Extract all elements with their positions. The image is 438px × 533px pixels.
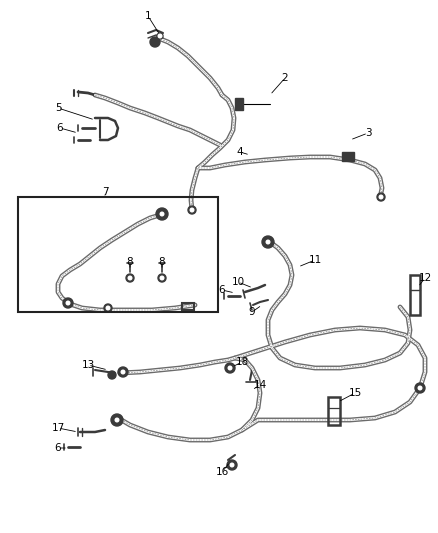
Bar xyxy=(410,275,420,315)
Circle shape xyxy=(266,240,270,244)
Text: 5: 5 xyxy=(55,103,61,113)
Text: 18: 18 xyxy=(235,357,249,367)
Bar xyxy=(18,197,218,312)
Text: 3: 3 xyxy=(365,128,371,138)
Text: 2: 2 xyxy=(282,73,288,83)
Circle shape xyxy=(264,238,272,246)
Circle shape xyxy=(106,306,110,310)
Text: 6: 6 xyxy=(55,443,61,453)
Text: 15: 15 xyxy=(348,388,362,398)
Circle shape xyxy=(228,366,232,370)
Circle shape xyxy=(115,418,119,422)
Bar xyxy=(328,397,340,425)
Circle shape xyxy=(108,371,116,379)
Circle shape xyxy=(66,301,70,305)
Circle shape xyxy=(111,414,123,426)
Circle shape xyxy=(227,460,237,470)
Circle shape xyxy=(377,193,385,201)
Circle shape xyxy=(225,363,235,373)
Circle shape xyxy=(415,383,425,393)
Circle shape xyxy=(418,386,422,390)
Circle shape xyxy=(105,305,111,311)
Circle shape xyxy=(160,276,164,280)
Circle shape xyxy=(64,300,71,306)
Bar xyxy=(235,98,243,110)
Circle shape xyxy=(156,208,168,220)
Text: 16: 16 xyxy=(215,467,229,477)
Circle shape xyxy=(226,365,233,372)
Text: 8: 8 xyxy=(127,257,133,267)
Circle shape xyxy=(120,368,127,376)
Text: 14: 14 xyxy=(253,380,267,390)
Circle shape xyxy=(158,34,162,38)
Bar xyxy=(342,152,354,161)
Text: 8: 8 xyxy=(159,257,165,267)
Text: 13: 13 xyxy=(81,360,95,370)
Text: 7: 7 xyxy=(102,187,108,197)
Circle shape xyxy=(157,33,163,39)
Circle shape xyxy=(63,298,73,308)
Circle shape xyxy=(113,416,121,424)
Circle shape xyxy=(190,208,194,212)
Circle shape xyxy=(158,274,166,282)
Text: 17: 17 xyxy=(51,423,65,433)
Text: 12: 12 xyxy=(418,273,431,283)
Circle shape xyxy=(379,195,383,199)
Text: 4: 4 xyxy=(237,147,244,157)
Circle shape xyxy=(230,463,234,467)
Circle shape xyxy=(262,236,274,248)
Circle shape xyxy=(188,206,196,214)
Text: 6: 6 xyxy=(219,285,225,295)
Circle shape xyxy=(104,304,112,312)
Text: 9: 9 xyxy=(249,307,255,317)
Text: 11: 11 xyxy=(308,255,321,265)
Text: 6: 6 xyxy=(57,123,64,133)
Text: 10: 10 xyxy=(231,277,244,287)
Circle shape xyxy=(150,37,160,47)
Circle shape xyxy=(158,210,166,218)
Circle shape xyxy=(417,384,424,392)
Circle shape xyxy=(121,370,125,374)
Circle shape xyxy=(126,274,134,282)
Bar xyxy=(182,303,194,310)
Circle shape xyxy=(118,367,128,377)
Circle shape xyxy=(160,212,164,216)
Circle shape xyxy=(128,276,132,280)
Text: 1: 1 xyxy=(145,11,151,21)
Circle shape xyxy=(229,462,236,469)
